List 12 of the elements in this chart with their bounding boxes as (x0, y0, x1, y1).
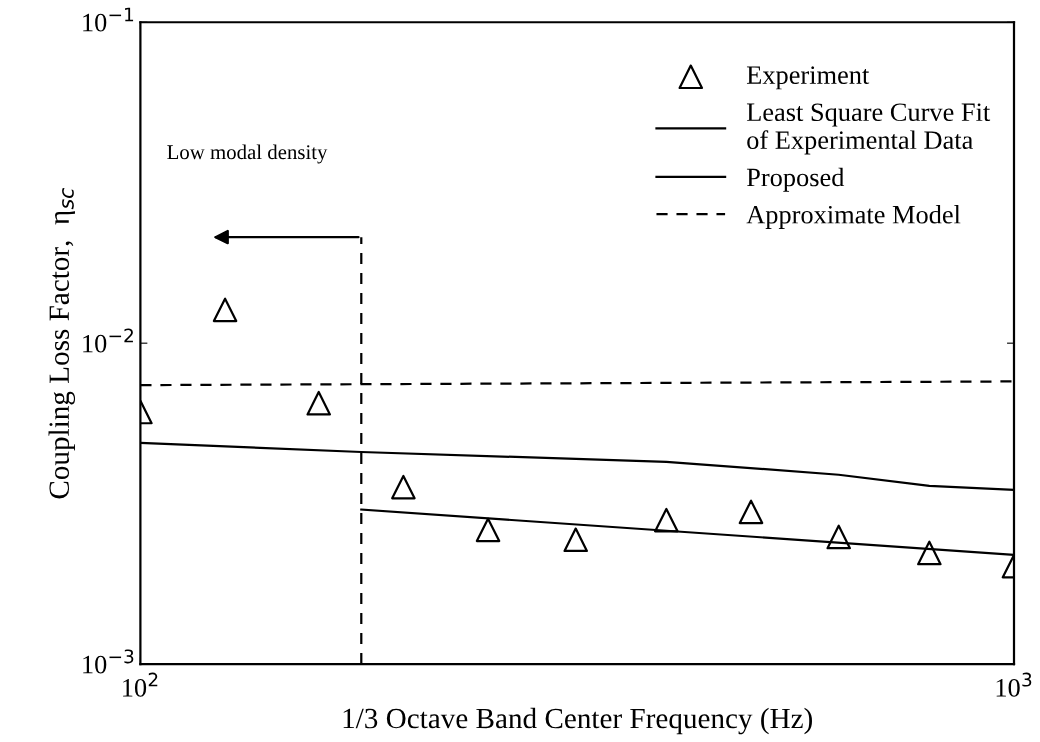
legend-label: Least Square Curve Fit of Experimental Data (746, 103, 991, 155)
x-tick-label: 10$^{3}$ (996, 672, 1032, 697)
y-tick-label: 10$^{−1}$ (83, 7, 134, 32)
y-tick-label: 10$^{−2}$ (83, 328, 133, 353)
annotation: Low modal density (167, 144, 328, 164)
legend-label: Proposed (746, 167, 845, 192)
x-axis-title: 1/3 Octave Band Center Frequency (Hz) (343, 707, 812, 735)
legend-label: Approximate Model (746, 205, 961, 229)
legend-label: Experiment (746, 66, 870, 90)
x-tick-label: 10$^{2}$ (123, 672, 158, 697)
y-axis-title: Coupling Loss Factor, η$_{sc}$ (48, 187, 76, 499)
y-tick-label: 10$^{−3}$ (83, 649, 134, 674)
